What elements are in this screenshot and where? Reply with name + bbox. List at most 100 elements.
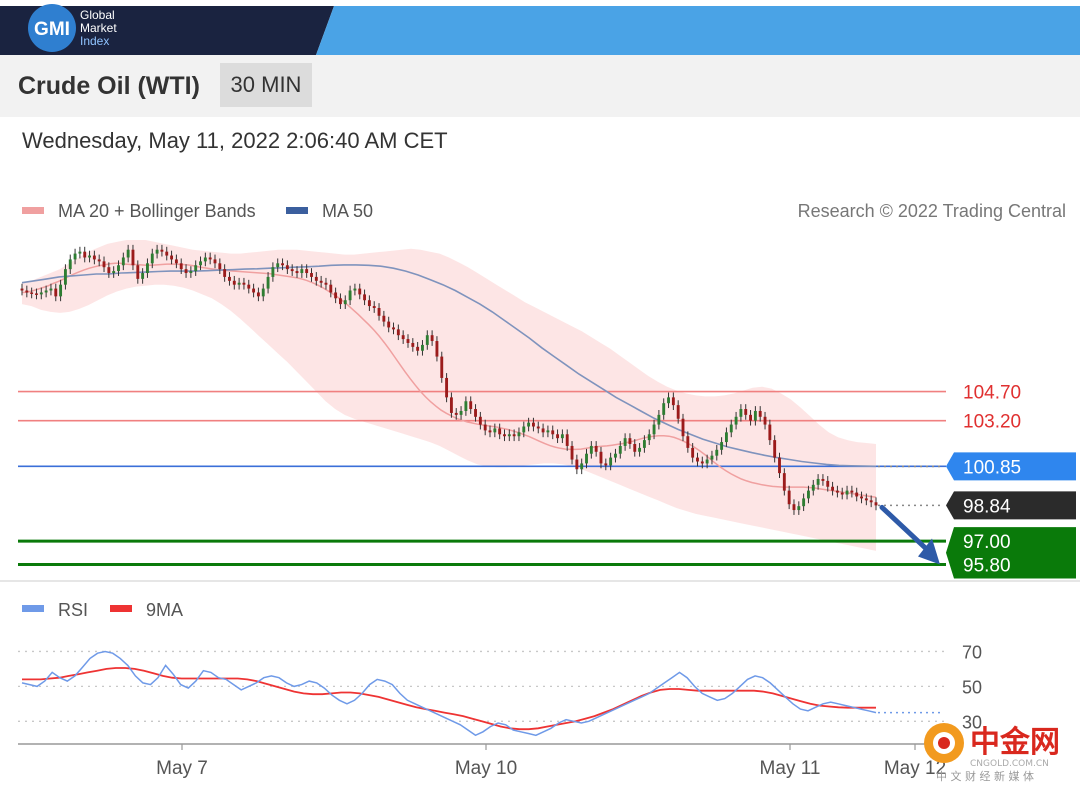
candle	[310, 273, 313, 277]
candle	[739, 409, 743, 417]
candle	[174, 259, 178, 264]
candle	[556, 434, 559, 439]
candle	[107, 267, 111, 274]
rsi-legend-swatch	[110, 605, 132, 612]
candle	[493, 428, 497, 433]
candle	[773, 440, 777, 458]
candle	[734, 416, 738, 425]
candle	[633, 444, 637, 452]
candle	[20, 288, 24, 291]
candle	[126, 249, 130, 258]
candle	[647, 434, 651, 441]
bollinger-band	[22, 240, 876, 551]
candle	[671, 397, 675, 406]
candle	[522, 426, 526, 433]
candle	[517, 432, 521, 437]
candle	[570, 445, 574, 460]
candle	[469, 401, 473, 410]
candle	[609, 457, 613, 466]
candle	[276, 263, 280, 268]
candle	[353, 288, 357, 291]
candle	[203, 257, 207, 262]
candle	[835, 490, 839, 493]
logo-line-global: Global	[80, 8, 115, 22]
candle	[305, 269, 309, 274]
ma50-line	[21, 264, 877, 468]
title-bar	[0, 55, 1080, 117]
candle	[421, 344, 424, 351]
candle	[802, 498, 806, 507]
candles	[20, 244, 940, 565]
candle	[575, 459, 579, 470]
candle	[49, 288, 53, 291]
candle	[874, 502, 878, 506]
candle	[30, 292, 34, 294]
candle	[527, 422, 531, 427]
candle	[35, 293, 38, 295]
candle	[580, 463, 584, 470]
rsi-tick-label: 30	[962, 712, 982, 732]
research-credit: Research © 2022 Trading Central	[798, 201, 1066, 221]
candle	[339, 298, 342, 305]
candle	[97, 259, 101, 262]
cngold-logo-core-icon	[938, 737, 950, 749]
candle	[155, 249, 159, 254]
candle	[329, 284, 333, 293]
candle	[488, 430, 492, 433]
price-tag-label: 98.84	[963, 496, 1011, 517]
candle	[324, 282, 328, 285]
candle	[44, 290, 48, 293]
price-level-label: 104.70	[963, 383, 1021, 404]
candle	[855, 492, 859, 497]
candle	[652, 424, 656, 435]
candle	[73, 253, 77, 260]
rsi-legend-swatch	[22, 605, 44, 612]
chart-datetime: Wednesday, May 11, 2022 2:06:40 AM CET	[22, 128, 448, 153]
candle	[256, 292, 260, 297]
candle	[840, 492, 844, 495]
candle	[536, 426, 540, 429]
candle	[807, 490, 810, 499]
candle	[445, 377, 449, 398]
candle	[411, 342, 415, 347]
support-label: 97.00	[963, 532, 1011, 553]
candle	[136, 265, 140, 279]
candle	[68, 259, 72, 270]
watermark-site: CNGOLD.COM.CN	[970, 759, 1049, 769]
candle	[498, 428, 502, 435]
candle	[749, 414, 752, 421]
time-axis: May 7 May 10 May 11 May 12	[18, 743, 946, 779]
candle	[507, 434, 511, 437]
candle	[189, 271, 193, 274]
watermark-tagline: 中 文 财 经 新 媒 体	[936, 769, 1034, 783]
candle	[252, 288, 256, 293]
candle	[150, 253, 154, 264]
candle	[541, 428, 545, 433]
candle	[179, 263, 183, 270]
candle	[285, 265, 289, 270]
candle	[92, 255, 96, 260]
candle	[758, 410, 762, 417]
price-tag-label: 100.85	[963, 457, 1021, 478]
candle	[228, 276, 231, 281]
candle	[869, 500, 873, 503]
timeframe-button[interactable]: 30 MIN	[220, 63, 312, 107]
candle	[232, 280, 236, 285]
candle	[594, 445, 598, 452]
rsi-line	[21, 650, 877, 737]
candle	[131, 249, 135, 266]
candle	[623, 438, 627, 446]
candle	[614, 453, 617, 458]
candle	[160, 249, 164, 252]
candle	[266, 276, 270, 289]
candle	[281, 263, 284, 266]
price-level-label: 103.20	[963, 412, 1021, 433]
candle	[319, 280, 323, 283]
candle	[78, 251, 82, 254]
candle	[295, 271, 299, 274]
candle	[845, 490, 849, 495]
candle	[662, 403, 666, 415]
candle	[223, 269, 227, 277]
